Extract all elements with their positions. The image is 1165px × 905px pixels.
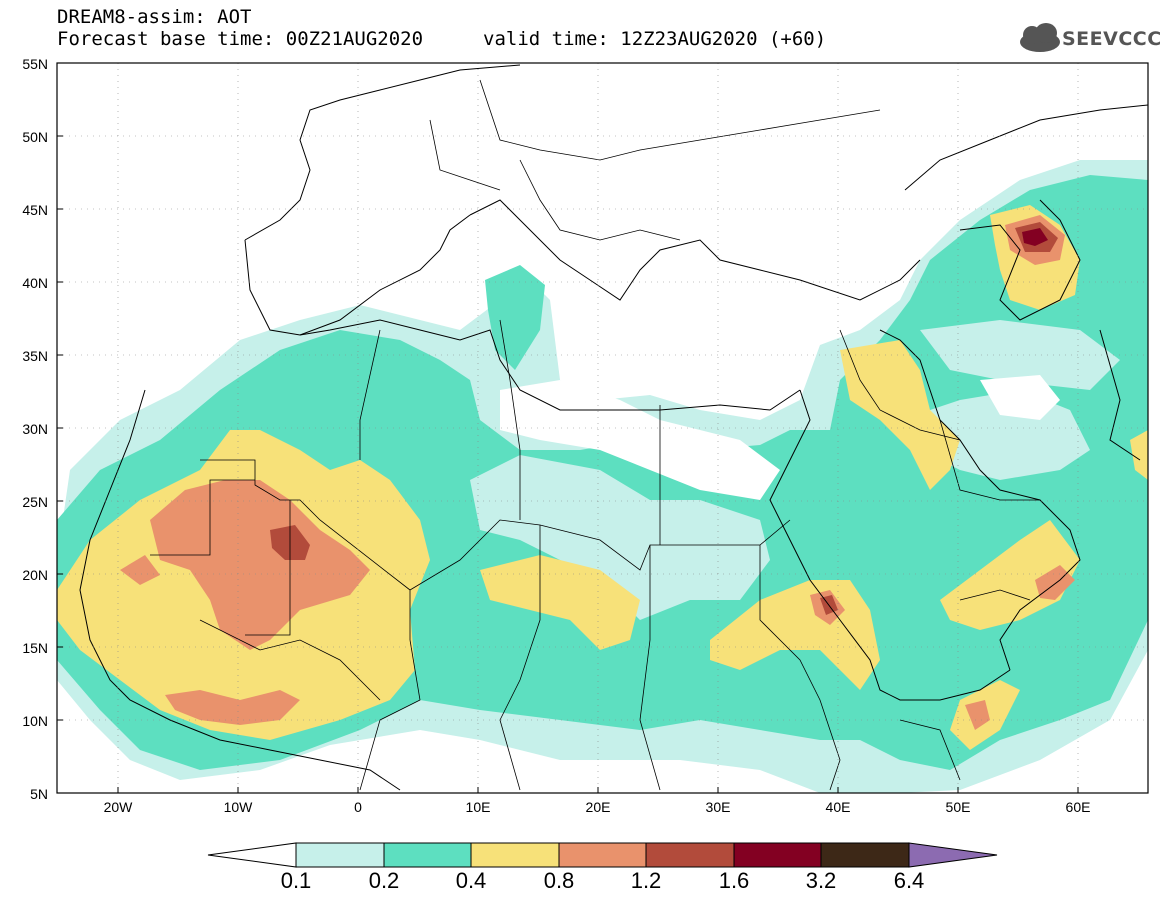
lat-label: 25N	[22, 494, 48, 510]
colorbar-bin-3	[470, 842, 560, 868]
lon-label: 10W	[223, 799, 253, 815]
colorbar-label: 0.1	[280, 868, 312, 893]
colorbar-label: 1.6	[718, 868, 750, 893]
seevccc-logo-icon	[1020, 23, 1060, 52]
lat-label: 5N	[30, 786, 48, 802]
lat-label: 30N	[22, 421, 48, 437]
lon-label: 20E	[585, 799, 611, 815]
colorbar-bin-2	[383, 842, 472, 868]
colorbar-label: 0.2	[368, 868, 400, 893]
colorbar	[207, 842, 998, 868]
colorbar-label: 6.4	[893, 868, 925, 893]
lat-label: 40N	[22, 275, 48, 291]
colorbar-arrow-low	[207, 842, 297, 868]
colorbar-label: 0.4	[455, 868, 487, 893]
lat-label: 10N	[22, 713, 48, 729]
country-borders	[150, 79, 1040, 791]
lon-label: 30E	[705, 799, 731, 815]
colorbar-arrow-high	[908, 842, 998, 868]
lat-label: 45N	[22, 202, 48, 218]
map-title: DREAM8-assim: AOT	[57, 6, 252, 28]
colorbar-bin-7	[820, 842, 910, 868]
lon-label: 10E	[465, 799, 491, 815]
axis-ticks	[57, 135, 1079, 793]
lat-label: 15N	[22, 640, 48, 656]
lat-label: 35N	[22, 348, 48, 364]
forecast-base-time: Forecast base time: 00Z21AUG2020	[57, 28, 424, 50]
lon-label: 20W	[103, 799, 133, 815]
valid-time: valid time: 12Z23AUG2020 (+60)	[483, 28, 827, 50]
aot-level-1.6	[1022, 228, 1048, 246]
lat-label: 55N	[22, 56, 48, 72]
lon-label: 60E	[1065, 799, 1091, 815]
lat-label: 50N	[22, 129, 48, 145]
aot-field	[57, 63, 1148, 793]
lon-label: 0	[354, 799, 362, 815]
colorbar-bin-5	[645, 842, 735, 868]
colorbar-bin-6	[733, 842, 822, 868]
colorbar-bin-4	[558, 842, 647, 868]
lon-label: 50E	[945, 799, 971, 815]
colorbar-label: 1.2	[630, 868, 662, 893]
colorbar-bin-1	[295, 842, 385, 868]
colorbar-label: 3.2	[805, 868, 837, 893]
colorbar-label: 0.8	[543, 868, 575, 893]
coastlines-borders	[79, 64, 1148, 791]
logo-text: SEEVCCC	[1062, 28, 1162, 50]
lon-label: 40E	[825, 799, 851, 815]
lat-label: 20N	[22, 567, 48, 583]
